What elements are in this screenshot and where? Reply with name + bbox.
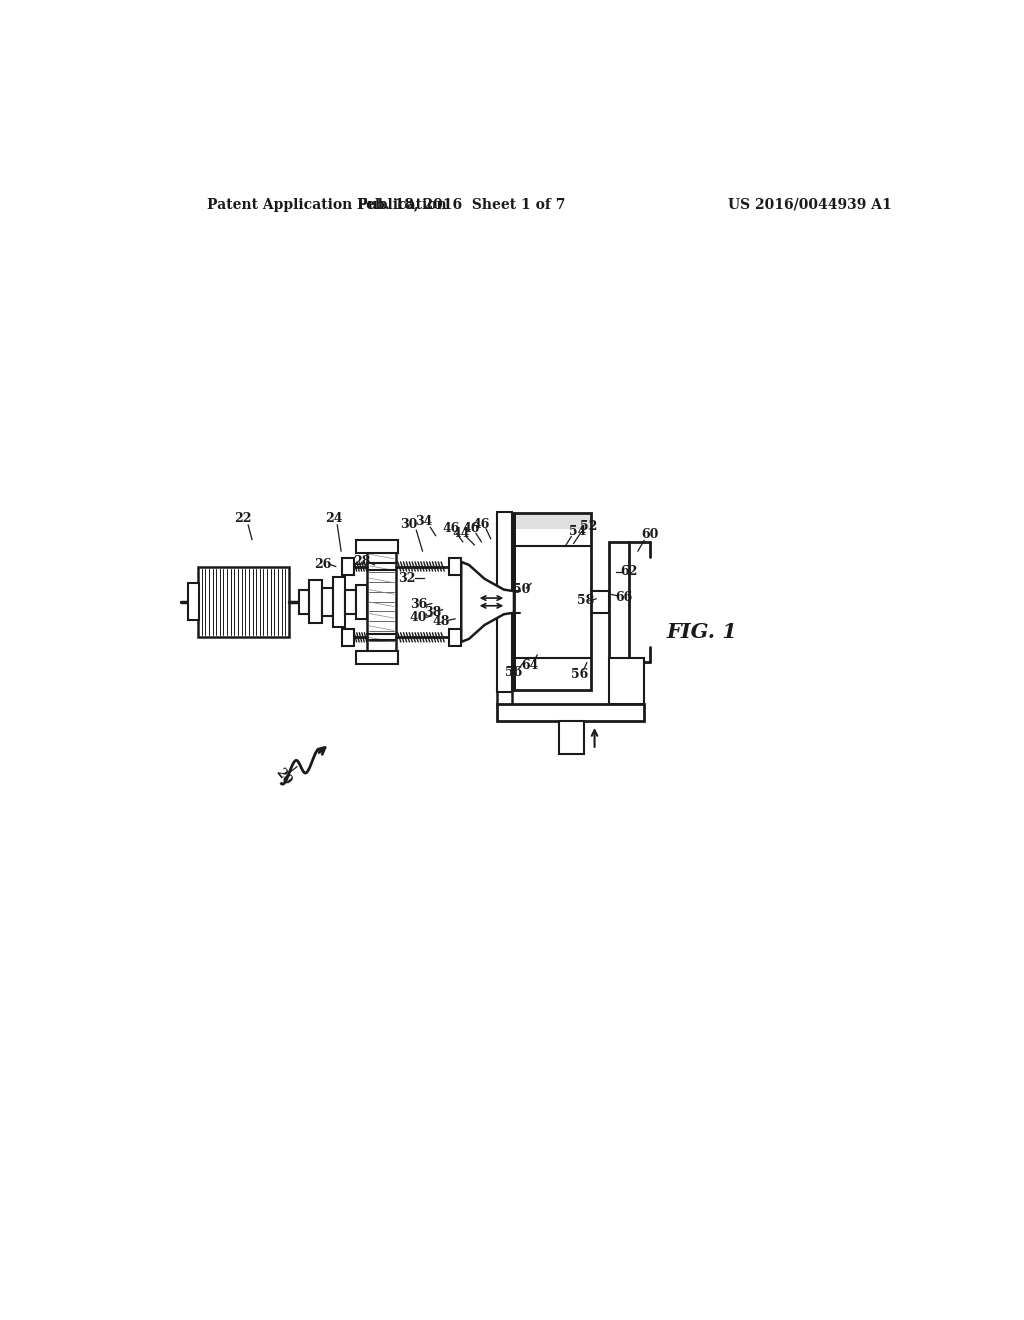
Bar xyxy=(342,628,354,645)
Bar xyxy=(497,512,512,692)
Text: 46: 46 xyxy=(442,523,460,536)
Text: 62: 62 xyxy=(621,565,638,578)
Text: 32: 32 xyxy=(398,572,416,585)
Text: 56: 56 xyxy=(505,667,522,680)
Text: 64: 64 xyxy=(521,659,539,672)
Text: 54: 54 xyxy=(568,524,586,537)
Text: 22: 22 xyxy=(233,512,252,525)
Text: FIG. 1: FIG. 1 xyxy=(667,622,737,642)
Text: 60: 60 xyxy=(642,528,659,541)
Text: 58: 58 xyxy=(577,594,594,607)
Text: 50: 50 xyxy=(513,583,530,597)
Bar xyxy=(333,577,345,627)
Text: 38: 38 xyxy=(424,606,441,619)
Text: 26: 26 xyxy=(314,557,332,570)
Bar xyxy=(559,721,584,754)
Text: 52: 52 xyxy=(580,520,597,533)
Bar xyxy=(449,558,461,576)
Text: 34: 34 xyxy=(416,515,433,528)
Bar xyxy=(345,590,356,614)
Bar xyxy=(367,546,396,657)
Text: Patent Application Publication: Patent Application Publication xyxy=(207,198,446,211)
Bar xyxy=(188,583,199,620)
Bar xyxy=(449,628,461,645)
Bar xyxy=(342,558,354,576)
Bar xyxy=(309,581,322,623)
Text: 20: 20 xyxy=(272,766,294,788)
Text: 66: 66 xyxy=(615,591,633,603)
Text: 56: 56 xyxy=(571,668,589,681)
Text: 36: 36 xyxy=(410,598,427,611)
Bar xyxy=(299,590,309,614)
Text: 48: 48 xyxy=(432,615,450,628)
Bar xyxy=(497,705,644,721)
Text: 30: 30 xyxy=(399,519,417,532)
Text: US 2016/0044939 A1: US 2016/0044939 A1 xyxy=(728,198,892,211)
Bar xyxy=(198,566,289,638)
Text: 24: 24 xyxy=(325,512,342,525)
Text: 46: 46 xyxy=(463,523,480,536)
Text: 46: 46 xyxy=(473,517,490,531)
Bar xyxy=(608,541,629,663)
Bar xyxy=(322,589,333,615)
Text: 28: 28 xyxy=(353,556,371,569)
Bar xyxy=(514,513,592,690)
Text: 44: 44 xyxy=(453,527,470,540)
Polygon shape xyxy=(461,562,514,642)
Bar xyxy=(356,585,367,619)
Bar xyxy=(356,651,397,664)
Bar xyxy=(608,659,644,705)
Text: 40: 40 xyxy=(410,611,427,624)
Bar xyxy=(356,540,397,553)
Bar xyxy=(515,515,590,529)
Text: Feb. 18, 2016  Sheet 1 of 7: Feb. 18, 2016 Sheet 1 of 7 xyxy=(357,198,565,211)
